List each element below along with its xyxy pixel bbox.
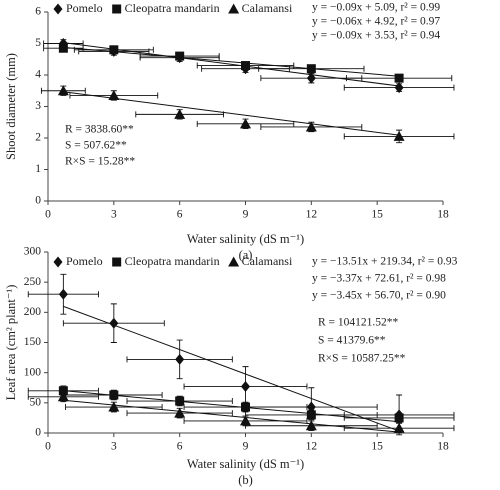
marker-diamond — [241, 381, 250, 393]
marker-triangle — [240, 118, 251, 129]
legend-marker — [112, 4, 122, 14]
equation: y = −13.51x + 219.34, r² = 0.93 — [312, 256, 458, 268]
marker-triangle — [57, 85, 69, 96]
caption: (a) — [239, 248, 253, 262]
x-tick-label: 3 — [111, 441, 117, 453]
marker-triangle — [108, 89, 120, 100]
marker-square — [241, 402, 250, 412]
marker-diamond — [175, 353, 185, 365]
marker-triangle — [240, 415, 251, 426]
stat-label: R = 3838.60** — [65, 124, 134, 136]
x-tick-label: 6 — [177, 209, 183, 221]
marker-square — [58, 43, 68, 53]
marker-diamond — [58, 288, 68, 300]
marker-square — [175, 51, 185, 61]
legend-marker — [112, 257, 122, 267]
y-tick-label: 1 — [35, 163, 41, 175]
marker-triangle — [108, 401, 120, 412]
caption: (b) — [238, 473, 253, 487]
marker-square — [109, 45, 119, 55]
x-tick-label: 15 — [371, 441, 383, 453]
y-tick-label: 300 — [24, 246, 42, 258]
y-tick-label: 0 — [35, 427, 41, 439]
marker-triangle — [57, 391, 69, 402]
y-tick-label: 4 — [35, 69, 41, 81]
trend-line — [63, 46, 400, 77]
x-tick-label: 0 — [45, 441, 51, 453]
y-tick-label: 2 — [35, 132, 41, 144]
x-tick-label: 9 — [243, 209, 249, 221]
y-tick-label: 250 — [24, 276, 42, 288]
stat-label: S = 41379.6** — [318, 335, 386, 347]
equation: y = −3.45x + 56.70, r² = 0.90 — [312, 290, 446, 302]
trend-line — [63, 399, 400, 433]
marker-diamond — [109, 317, 119, 329]
legend-marker — [53, 3, 63, 15]
legend-marker — [228, 256, 240, 267]
x-tick-label: 12 — [306, 441, 318, 453]
x-tick-label: 18 — [437, 441, 449, 453]
legend-label: Pomelo — [66, 254, 103, 268]
y-tick-label: 6 — [35, 6, 41, 18]
marker-square — [306, 64, 316, 74]
x-tick-label: 12 — [306, 209, 318, 221]
marker-triangle — [305, 121, 317, 132]
legend-marker — [228, 3, 240, 14]
legend-label: Calamansi — [242, 254, 293, 268]
x-tick-label: 18 — [437, 209, 449, 221]
stat-label: S = 507.62** — [65, 140, 127, 152]
marker-triangle — [393, 422, 405, 433]
y-tick-label: 5 — [35, 37, 41, 49]
equation: y = −3.37x + 72.61, r² = 0.98 — [312, 273, 446, 285]
y-axis-label: Shoot diameter (mm) — [4, 53, 18, 160]
y-axis-label: Leaf area (cm² plant⁻¹) — [4, 285, 18, 401]
stat-label: R×S = 15.28** — [65, 156, 135, 168]
marker-triangle — [174, 108, 186, 119]
marker-square — [394, 73, 404, 83]
marker-square — [394, 413, 404, 423]
y-tick-label: 150 — [24, 336, 42, 348]
marker-diamond — [306, 72, 316, 84]
marker-square — [58, 386, 68, 396]
marker-triangle — [174, 407, 186, 418]
legend-label: Cleopatra mandarin — [125, 254, 220, 268]
trend-line — [63, 390, 400, 423]
equation: y = −0.09x + 5.09, r² = 0.99 — [312, 2, 440, 14]
y-tick-label: 100 — [24, 366, 42, 378]
x-tick-label: 0 — [45, 209, 51, 221]
y-tick-label: 0 — [35, 195, 41, 207]
x-tick-label: 15 — [371, 209, 383, 221]
marker-square — [306, 410, 316, 420]
x-tick-label: 3 — [111, 209, 117, 221]
x-tick-label: 9 — [243, 441, 249, 453]
equation: y = −0.06x + 4.92, r² = 0.97 — [312, 16, 440, 28]
legend-label: Cleopatra mandarin — [125, 1, 220, 15]
trend-line — [63, 305, 400, 432]
marker-triangle — [393, 130, 405, 141]
legend-marker — [53, 256, 63, 268]
legend-label: Pomelo — [66, 1, 103, 15]
x-axis-label: Water salinity (dS m⁻¹) — [187, 232, 304, 246]
equation: y = −0.09x + 3.53, r² = 0.94 — [312, 30, 440, 42]
x-axis-label: Water salinity (dS m⁻¹) — [187, 457, 304, 471]
trend-line — [63, 91, 400, 136]
marker-diamond — [394, 82, 404, 94]
y-tick-label: 200 — [24, 306, 42, 318]
marker-square — [109, 390, 119, 400]
marker-triangle — [305, 420, 317, 431]
marker-square — [175, 396, 185, 406]
x-tick-label: 6 — [177, 441, 183, 453]
y-tick-label: 50 — [30, 396, 42, 408]
marker-square — [241, 61, 250, 71]
legend-label: Calamansi — [242, 1, 293, 15]
stat-label: R = 104121.52** — [318, 317, 399, 329]
y-tick-label: 3 — [35, 100, 41, 112]
stat-label: R×S = 10587.25** — [318, 353, 406, 365]
